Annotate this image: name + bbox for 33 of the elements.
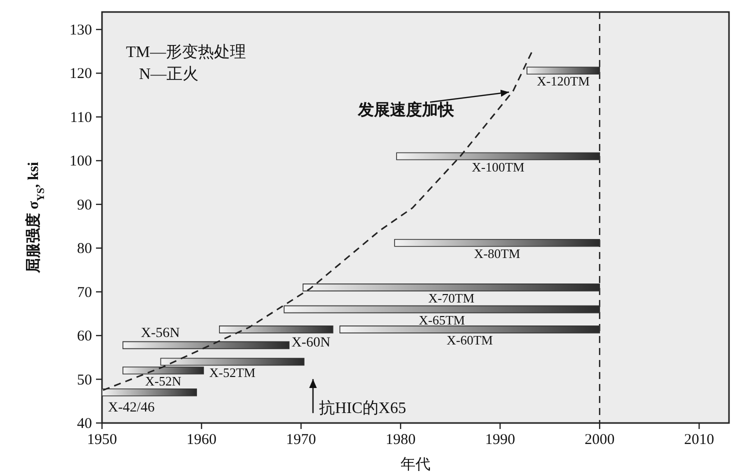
series-label: X-52TM bbox=[209, 364, 256, 380]
y-tick-label: 90 bbox=[77, 197, 92, 214]
x-axis-title: 年代 bbox=[400, 456, 430, 473]
series-label: X-56N bbox=[140, 326, 180, 342]
series-label: X-100TM bbox=[472, 159, 525, 174]
series-label: X-70TM bbox=[428, 290, 475, 306]
y-tick-label: 130 bbox=[70, 22, 92, 38]
series-label: X-42/46 bbox=[108, 400, 155, 416]
y-tick-label: 60 bbox=[77, 328, 92, 345]
y-tick-label: 120 bbox=[70, 66, 92, 82]
annotation: 发展速度加快 bbox=[357, 100, 456, 120]
y-tick-label: 40 bbox=[77, 416, 92, 432]
annotation: 抗HIC的X65 bbox=[318, 399, 406, 418]
series-label: X-60N bbox=[291, 335, 330, 350]
series-label: X-60TM bbox=[446, 332, 494, 348]
series-label: X-80TM bbox=[474, 246, 521, 261]
annotation: N—正火 bbox=[139, 65, 199, 83]
x-tick-label: 1980 bbox=[386, 432, 416, 448]
annotation: TM—形变热处理 bbox=[126, 43, 246, 61]
x-tick-label: 1960 bbox=[186, 432, 217, 448]
y-tick-label: 100 bbox=[70, 154, 92, 170]
series-label: X-65TM bbox=[418, 312, 466, 328]
y-tick-label: 110 bbox=[70, 110, 92, 126]
x-tick-label: 1950 bbox=[87, 432, 117, 448]
y-tick-label: 70 bbox=[77, 284, 92, 301]
series-label: X-52N bbox=[145, 374, 182, 389]
y-tick-label: 50 bbox=[77, 372, 92, 388]
x-tick-label: 2000 bbox=[584, 432, 615, 448]
x-tick-label: 2010 bbox=[684, 432, 714, 448]
x-tick-label: 1990 bbox=[485, 432, 516, 448]
y-tick-label: 80 bbox=[77, 241, 92, 258]
x-tick-label: 1970 bbox=[286, 432, 316, 448]
series-label: X-120TM bbox=[536, 74, 590, 89]
